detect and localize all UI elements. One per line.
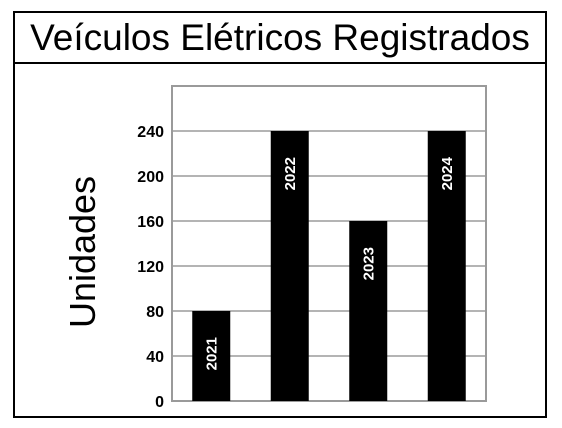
bar-label-2022: 2022	[282, 157, 299, 190]
y-axis-label: Unidades	[62, 176, 103, 328]
bar-label-2021: 2021	[203, 337, 220, 370]
bar-label-2024: 2024	[439, 156, 456, 190]
y-tick-label: 0	[155, 394, 164, 411]
bar-label-2023: 2023	[360, 247, 377, 280]
bar-2021	[192, 311, 231, 401]
y-tick-label: 80	[146, 304, 164, 321]
y-tick-label: 200	[137, 169, 164, 186]
bar-2024	[427, 131, 466, 401]
y-tick-label: 160	[137, 214, 164, 231]
y-axis-ticks: 0 40 80 120 160 200 240	[137, 124, 164, 411]
y-tick-label: 240	[137, 124, 164, 141]
plot-area-border	[171, 85, 487, 402]
chart-title: Veículos Elétricos Registrados	[15, 13, 545, 64]
bar-2023	[349, 221, 388, 401]
bar-2022	[270, 131, 309, 401]
y-tick-label: 40	[146, 349, 164, 366]
y-tick-label: 120	[137, 259, 164, 276]
bars: 2021 2022 2023 2024	[192, 131, 466, 401]
